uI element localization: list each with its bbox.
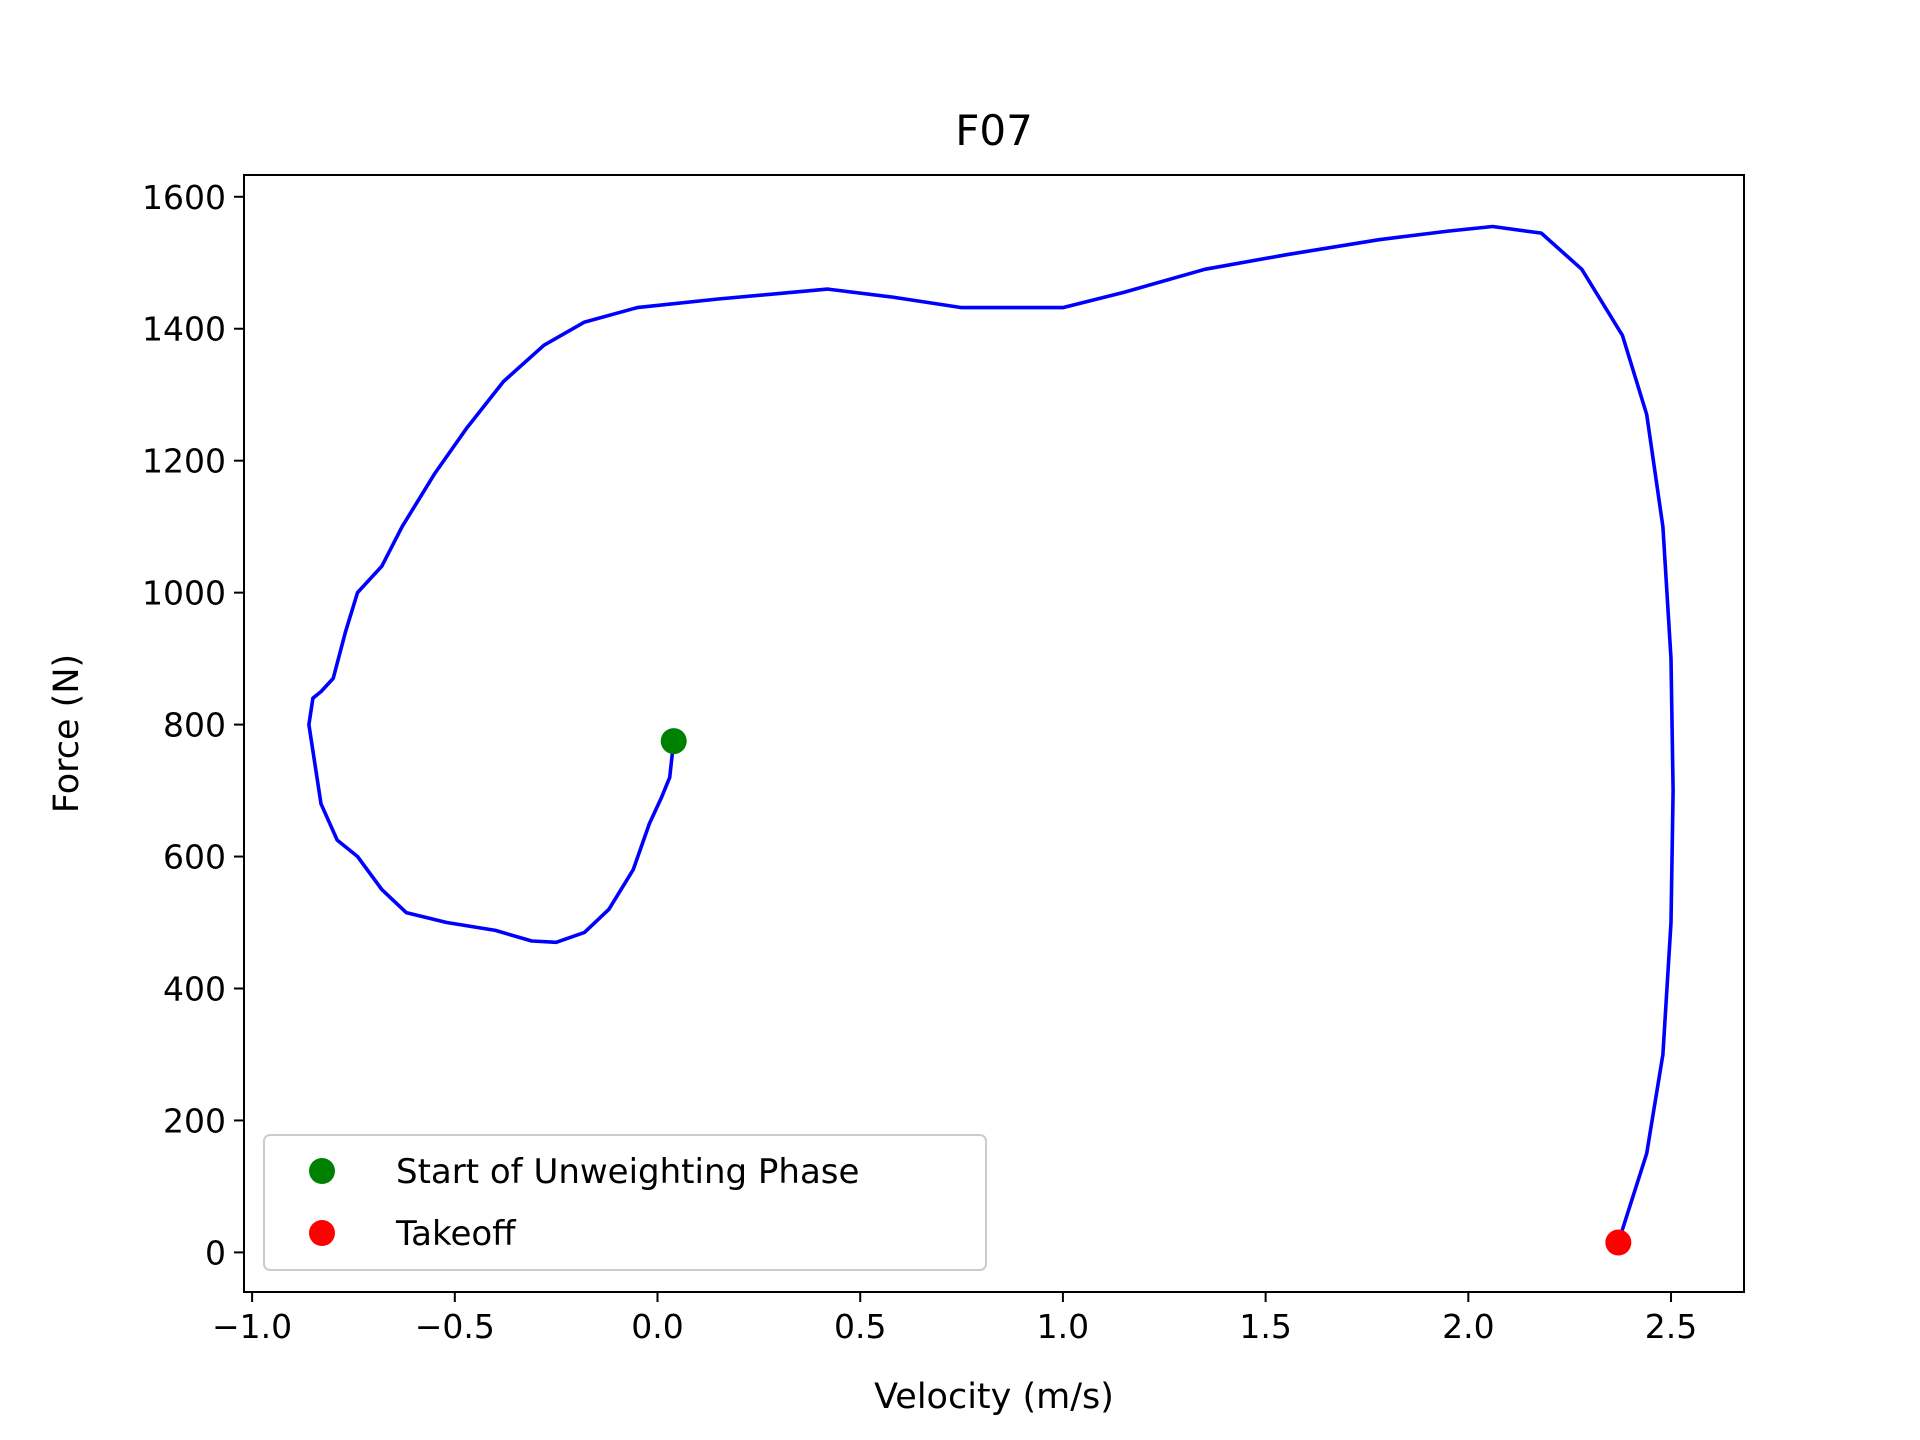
x-tick-label: −0.5: [415, 1307, 495, 1346]
x-tick-label: −1.0: [212, 1307, 292, 1346]
x-tick-label: 0.0: [631, 1307, 683, 1346]
legend-box: [263, 1134, 987, 1271]
plot-area: [307, 224, 1675, 1256]
y-tick-label: 800: [163, 706, 226, 745]
x-axis-label: Velocity (m/s): [874, 1377, 1114, 1417]
y-tick-label: 1400: [142, 310, 226, 349]
marker-takeoff: [1605, 1229, 1632, 1256]
y-tick-label: 1000: [142, 574, 226, 613]
plot-frame: [243, 174, 1745, 1293]
axes: −1.0 −0.5 0.0 0.5 1.0 1.5 2.0 2.5 0 200 400 600 800 1…: [142, 174, 1745, 1346]
chart-title: F07: [955, 106, 1033, 155]
x-tick-label: 2.0: [1442, 1307, 1494, 1346]
y-tick-label: 1200: [142, 442, 226, 481]
y-tick-label: 0: [205, 1233, 226, 1272]
series-line-0: [307, 224, 1675, 1245]
marker-unweighting-start: [660, 728, 687, 755]
y-tick-label: 600: [163, 838, 226, 877]
y-tick-label: 1600: [142, 178, 226, 217]
legend: Start of Unweighting Phase Takeoff: [263, 1134, 987, 1271]
x-tick-label: 2.5: [1645, 1307, 1697, 1346]
x-tick-label: 1.0: [1037, 1307, 1089, 1346]
y-tick-label: 200: [163, 1101, 226, 1140]
legend-marker: [309, 1220, 335, 1246]
x-tick-label: 0.5: [834, 1307, 886, 1346]
y-axis-label: Force (N): [47, 654, 87, 813]
legend-marker: [309, 1158, 335, 1184]
y-tick-label: 400: [163, 970, 226, 1009]
x-tick-label: 1.5: [1239, 1307, 1291, 1346]
legend-label: Takeoff: [395, 1214, 517, 1254]
legend-label: Start of Unweighting Phase: [396, 1152, 859, 1192]
